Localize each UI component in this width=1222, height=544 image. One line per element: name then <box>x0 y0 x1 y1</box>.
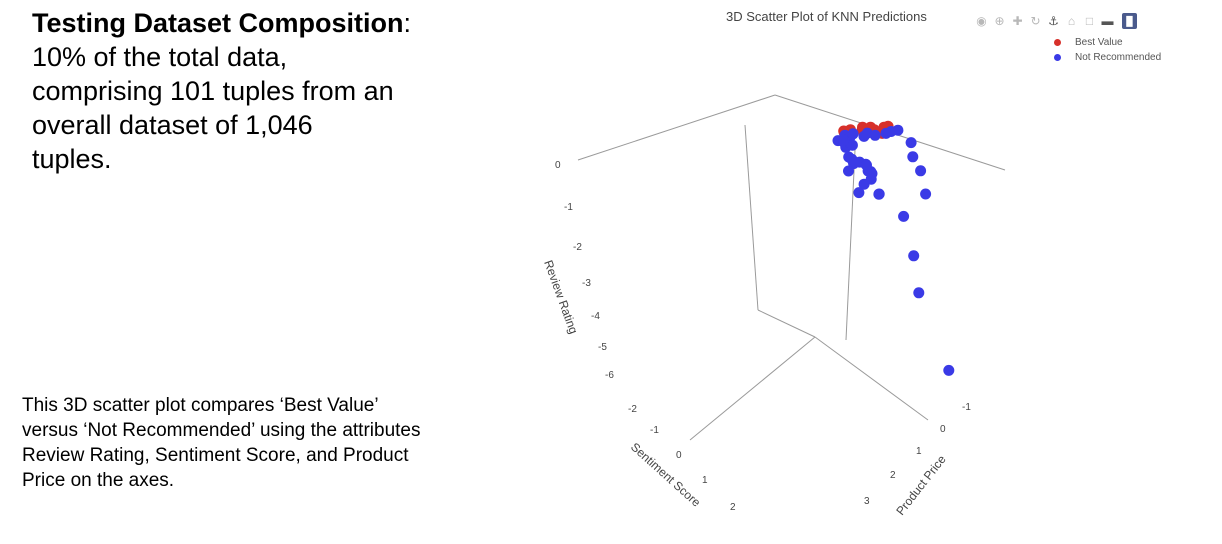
point-not-recommended-29[interactable] <box>873 188 885 200</box>
legend-label-not-recommended: Not Recommended <box>1075 52 1162 63</box>
caption-line-2: versus ‘Not Recommended’ using the attri… <box>22 420 421 441</box>
axis-title-sentiment-score: Sentiment Score <box>628 440 704 510</box>
chart-legend: Best Value Not Recommended <box>1052 35 1161 65</box>
point-not-recommended-32[interactable] <box>908 250 920 262</box>
tick-sentiment-1: 1 <box>702 475 708 486</box>
legend-item-best-value[interactable]: Best Value <box>1052 35 1161 50</box>
point-not-recommended-35[interactable] <box>905 137 917 149</box>
tick-review-neg4: -4 <box>591 311 600 322</box>
tick-review-neg3: -3 <box>582 278 591 289</box>
tick-review-0: 0 <box>555 160 561 171</box>
point-not-recommended-33[interactable] <box>913 287 925 299</box>
legend-marker-best-value <box>1054 39 1061 46</box>
point-not-recommended-31[interactable] <box>898 210 910 222</box>
point-not-recommended-37[interactable] <box>915 165 927 177</box>
point-not-recommended-39[interactable] <box>846 153 858 165</box>
data-points <box>832 120 955 376</box>
heading-line-1: 10% of the total data, <box>32 42 288 72</box>
zoom-icon[interactable]: ⊕ <box>994 14 1005 28</box>
point-not-recommended-36[interactable] <box>907 151 919 163</box>
frame-line-vertical-left <box>744 124 759 311</box>
orbit-rotation-icon[interactable]: ↻ <box>1030 14 1041 28</box>
frame-line-floor-left <box>757 309 816 338</box>
point-not-recommended-8[interactable] <box>847 128 859 140</box>
frame-line-back-left <box>577 94 776 161</box>
pan-icon[interactable]: ✚ <box>1012 14 1023 28</box>
tick-price-2: 2 <box>890 470 896 481</box>
heading-colon: : <box>403 8 412 38</box>
sentiment-score-ticks: -2 -1 0 1 2 Sentiment Score <box>628 404 736 513</box>
plot-modebar: ◉ ⊕ ✚ ↻ ⚓ ⌂ □ ▬ █ <box>974 12 1137 30</box>
heading-line-3: overall dataset of 1,046 <box>32 110 313 140</box>
axis-title-review-rating: Review Rating <box>541 258 581 335</box>
tick-price-neg1: -1 <box>962 402 971 413</box>
chart-title: 3D Scatter Plot of KNN Predictions <box>726 9 927 24</box>
heading-block: Testing Dataset Composition: 10% of the … <box>32 6 462 176</box>
tick-review-neg1: -1 <box>564 202 573 213</box>
legend-item-not-recommended[interactable]: Not Recommended <box>1052 50 1161 65</box>
legend-label-best-value: Best Value <box>1075 37 1123 48</box>
camera-icon[interactable]: ◉ <box>976 14 987 28</box>
tick-review-neg6: -6 <box>605 370 614 381</box>
legend-marker-not-recommended <box>1054 54 1061 61</box>
heading-title: Testing Dataset Composition <box>32 8 404 38</box>
plotly-logo-icon[interactable]: █ <box>1122 13 1137 29</box>
axis-line-sentiment <box>689 336 816 441</box>
tick-price-0: 0 <box>940 424 946 435</box>
turntable-rotation-icon[interactable]: ⚓ <box>1048 14 1059 28</box>
point-not-recommended-30[interactable] <box>853 187 865 199</box>
home-icon[interactable]: ⌂ <box>1067 14 1076 28</box>
point-not-recommended-38[interactable] <box>920 188 932 200</box>
point-not-recommended-34[interactable] <box>943 364 955 376</box>
tick-review-neg5: -5 <box>598 342 607 353</box>
tick-review-neg2: -2 <box>573 242 582 253</box>
hover-icon[interactable]: ▬ <box>1101 14 1114 28</box>
point-not-recommended-14[interactable] <box>892 124 904 136</box>
caption-block: This 3D scatter plot compares ‘Best Valu… <box>22 393 492 493</box>
point-not-recommended-26[interactable] <box>843 165 854 177</box>
point-not-recommended-24[interactable] <box>861 159 872 171</box>
heading-line-4: tuples. <box>32 144 112 174</box>
tick-price-3: 3 <box>864 496 870 507</box>
scatter-3d-plot[interactable]: 0 -1 -2 -3 -4 -5 -6 Review Rating -2 -1 … <box>500 40 1060 540</box>
tick-price-1: 1 <box>916 446 922 457</box>
caption-line-1: This 3D scatter plot compares ‘Best Valu… <box>22 395 379 416</box>
review-rating-ticks: 0 -1 -2 -3 -4 -5 -6 Review Rating <box>541 160 614 381</box>
tick-sentiment-neg2: -2 <box>628 404 637 415</box>
tick-sentiment-0: 0 <box>676 450 682 461</box>
point-not-recommended-41[interactable] <box>838 134 850 146</box>
reset-camera-icon[interactable]: □ <box>1085 14 1094 28</box>
point-not-recommended-27[interactable] <box>858 178 870 190</box>
tick-sentiment-2: 2 <box>730 502 736 513</box>
caption-line-3: Review Rating, Sentiment Score, and Prod… <box>22 445 409 466</box>
scene-frame <box>577 94 1006 441</box>
axis-line-price <box>814 336 929 421</box>
tick-sentiment-neg1: -1 <box>650 425 659 436</box>
frame-line-vertical-right <box>845 149 856 341</box>
point-not-recommended-40[interactable] <box>846 139 858 151</box>
caption-line-4: Price on the axes. <box>22 470 175 491</box>
axis-title-product-price: Product Price <box>893 452 949 518</box>
point-not-recommended-11[interactable] <box>869 129 881 141</box>
heading-line-2: comprising 101 tuples from an <box>32 76 394 106</box>
product-price-ticks: -1 0 1 2 3 Product Price <box>864 402 971 518</box>
